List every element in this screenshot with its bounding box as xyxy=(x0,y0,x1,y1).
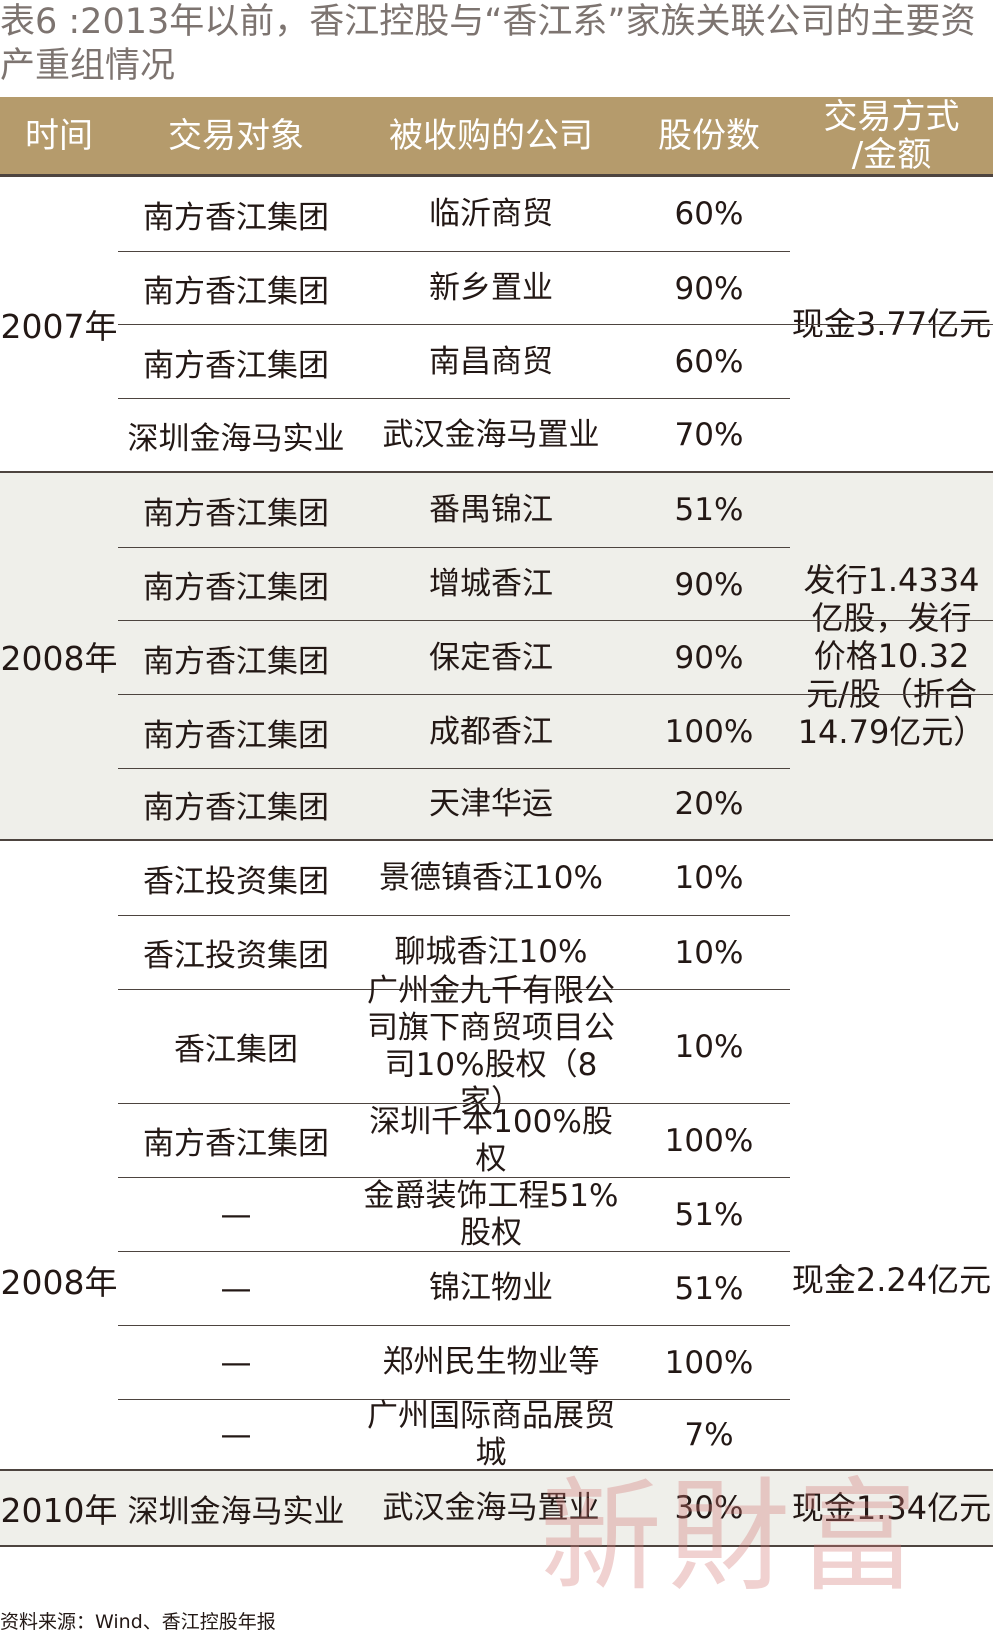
cell-shares: 51% xyxy=(674,492,744,528)
header-method-line2: /金额 xyxy=(851,134,932,175)
cell-shares: 10% xyxy=(674,860,744,896)
table-row: 南方香江集团 番禺锦江 51% xyxy=(118,473,790,547)
cell-shares: 51% xyxy=(674,1196,744,1233)
cell-shares: 10% xyxy=(674,934,744,971)
source-note: 资料来源：Wind、香江控股年报 xyxy=(0,1611,276,1633)
cell-company: 保定香江 xyxy=(429,639,553,676)
table-header: 时间 交易对象 被收购的公司 股份数 交易方式 /金额 xyxy=(0,97,993,177)
cell-shares: 7% xyxy=(684,1416,734,1453)
table-row: — 郑州民生物业等 100% xyxy=(118,1325,790,1399)
cell-shares: 30% xyxy=(674,1490,744,1526)
group-year: 2008年 xyxy=(0,639,118,678)
cell-company: 南昌商贸 xyxy=(429,343,553,380)
cell-shares: 60% xyxy=(674,344,744,380)
cell-company: 番禺锦江 xyxy=(429,491,553,528)
cell-shares: 70% xyxy=(674,417,744,453)
cell-party: 南方香江集团 xyxy=(143,199,329,236)
header-party: 交易对象 xyxy=(168,115,304,156)
table-row: — 锦江物业 51% xyxy=(118,1251,790,1325)
table-row: 香江投资集团 景德镇香江10% 10% xyxy=(118,841,790,915)
group-method: 现金2.24亿元 xyxy=(791,1261,992,1299)
header-time: 时间 xyxy=(25,115,93,156)
cell-shares: 90% xyxy=(674,270,744,307)
cell-party: — xyxy=(220,1416,252,1453)
table-row: 南方香江集团 天津华运 20% xyxy=(118,768,790,839)
row-divider xyxy=(118,324,993,325)
cell-shares: 90% xyxy=(674,566,744,603)
group-2008-cash: 2008年 现金2.24亿元 香江投资集团 景德镇香江10% 10% 香江投资集… xyxy=(0,841,993,1471)
cell-party: — xyxy=(220,1196,252,1233)
cell-shares: 10% xyxy=(674,1028,744,1065)
group-method: 现金1.34亿元 xyxy=(791,1489,992,1527)
table-row: 深圳金海马实业 武汉金海马置业 70% xyxy=(118,398,790,471)
cell-party: 南方香江集团 xyxy=(143,789,329,826)
group-method: 发行1.4334亿股，发行价格10.32元/股（折合14.79亿元） xyxy=(797,561,986,751)
table-row: 香江投资集团 聊城香江10% 10% xyxy=(118,915,790,989)
cell-shares: 51% xyxy=(674,1270,744,1307)
cell-party: 香江投资集团 xyxy=(143,863,329,900)
cell-party: 南方香江集团 xyxy=(143,717,329,754)
table-row: — 广州国际商品展贸城 7% xyxy=(118,1397,790,1471)
table-row: 南方香江集团 深圳千本100%股权 100% xyxy=(118,1103,790,1177)
cell-party: 南方香江集团 xyxy=(143,274,329,310)
table-row: 深圳金海马实业 武汉金海马置业 30% xyxy=(118,1471,790,1545)
cell-shares: 60% xyxy=(674,196,744,232)
cell-party: — xyxy=(220,1270,252,1307)
cell-company: 武汉金海马置业 xyxy=(382,416,600,453)
cell-company: 天津华运 xyxy=(429,785,553,822)
table-row: 南方香江集团 增城香江 90% xyxy=(118,547,790,621)
cell-shares: 100% xyxy=(664,1344,754,1381)
cell-party: 香江集团 xyxy=(174,1032,298,1068)
cell-party: 南方香江集团 xyxy=(143,495,329,532)
cell-party: 香江投资集团 xyxy=(143,938,329,974)
table-row: — 金爵装饰工程51%股权 51% xyxy=(118,1177,790,1251)
row-divider xyxy=(118,694,993,695)
cell-party: 南方香江集团 xyxy=(143,570,329,606)
cell-party: 南方香江集团 xyxy=(143,1126,329,1162)
cell-company: 郑州民生物业等 xyxy=(382,1344,600,1380)
table-row: 南方香江集团 新乡置业 90% xyxy=(118,251,790,325)
cell-party: 南方香江集团 xyxy=(143,643,329,680)
cell-company: 新乡置业 xyxy=(429,270,553,306)
cell-shares: 20% xyxy=(674,786,744,822)
cell-party: — xyxy=(220,1344,252,1381)
group-2010: 2010年 现金1.34亿元 深圳金海马实业 武汉金海马置业 30% xyxy=(0,1471,993,1547)
cell-shares: 100% xyxy=(664,714,754,750)
cell-company: 武汉金海马置业 xyxy=(382,1489,600,1526)
cell-party: 深圳金海马实业 xyxy=(127,420,345,457)
table-row: 南方香江集团 临沂商贸 60% xyxy=(118,177,790,251)
cell-shares: 100% xyxy=(664,1122,754,1159)
cell-company: 锦江物业 xyxy=(429,1270,553,1306)
cell-company: 聊城香江10% xyxy=(394,934,588,970)
table-row: 南方香江集团 保定香江 90% xyxy=(118,621,790,695)
cell-company: 增城香江 xyxy=(429,566,553,602)
cell-shares: 90% xyxy=(674,640,744,676)
group-year: 2008年 xyxy=(0,1263,118,1302)
cell-company: 广州国际商品展贸城 xyxy=(367,1397,615,1471)
table-title: 表6 :2013年以前，香江控股与“香江系”家族关联公司的主要资产重组情况 xyxy=(0,2,976,86)
group-2007: 2007年 现金3.77亿元 南方香江集团 临沂商贸 60% 南方香江集团 新乡… xyxy=(0,177,993,473)
cell-company: 景德镇香江10% xyxy=(379,859,603,896)
header-method: 交易方式 /金额 xyxy=(790,97,993,174)
table-row: 香江集团 广州金九千有限公司旗下商贸项目公司10%股权（8家） 10% xyxy=(118,973,790,1120)
cell-party: 深圳金海马实业 xyxy=(127,1493,345,1530)
cell-company: 金爵装饰工程51%股权 xyxy=(363,1177,619,1251)
restructuring-table: 时间 交易对象 被收购的公司 股份数 交易方式 /金额 2007年 现金3.77… xyxy=(0,97,993,1547)
cell-company: 临沂商贸 xyxy=(429,195,553,232)
table-row: 南方香江集团 南昌商贸 60% xyxy=(118,325,790,399)
table-row: 南方香江集团 成都香江 100% xyxy=(118,695,790,769)
group-year: 2007年 xyxy=(0,307,118,346)
cell-party: 南方香江集团 xyxy=(143,347,329,384)
header-shares: 股份数 xyxy=(658,115,760,156)
cell-company: 成都香江 xyxy=(429,713,553,750)
group-year: 2010年 xyxy=(0,1491,118,1530)
header-method-line1: 交易方式 xyxy=(823,96,960,137)
header-company: 被收购的公司 xyxy=(389,115,593,156)
cell-company: 广州金九千有限公司旗下商贸项目公司10%股权（8家） xyxy=(367,972,615,1120)
cell-company: 深圳千本100%股权 xyxy=(369,1103,613,1177)
row-divider xyxy=(118,620,993,621)
group-2008-shares: 2008年 发行1.4334亿股，发行价格10.32元/股（折合14.79亿元）… xyxy=(0,473,993,841)
